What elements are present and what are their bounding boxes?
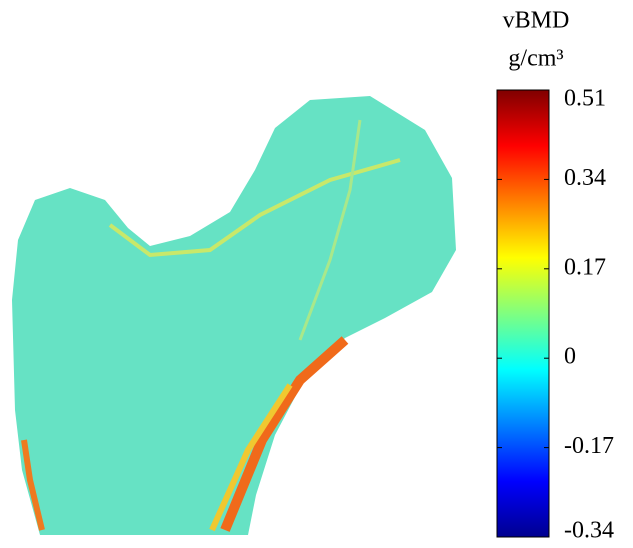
tick-label: -0.34 [564,518,614,544]
tick-label: -0.17 [564,433,614,459]
trabecular-streak [298,119,362,341]
femur-map [12,96,456,535]
colorbar-title: vBMD [503,8,570,34]
tick-label: 0 [564,344,576,370]
cortex-streak [209,383,293,532]
trabecular-streak [108,158,401,258]
cortex-streak [220,336,349,532]
tick-label: 0.17 [564,254,606,280]
tick-label: 0.51 [564,86,606,112]
colorbar [496,89,550,538]
colorbar-unit: g/cm³ [508,46,563,72]
cortex-streak [21,439,45,531]
tick-label: 0.34 [564,165,606,191]
